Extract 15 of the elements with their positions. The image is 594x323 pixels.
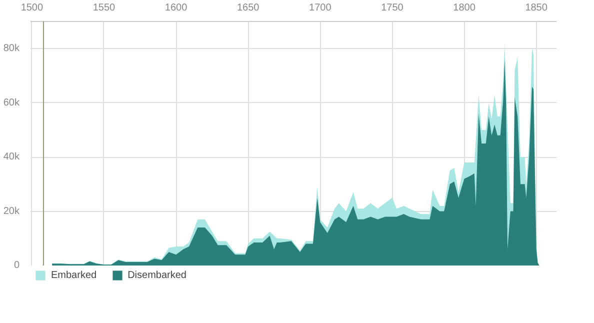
x-tick-label: 1500 <box>20 2 44 14</box>
y-tick-label: 40k <box>3 152 20 163</box>
x-tick-label: 1850 <box>525 2 548 14</box>
x-tick-label: 1800 <box>453 2 476 14</box>
x-tick-label: 1650 <box>236 2 260 14</box>
y-tick-label: 20k <box>3 206 20 217</box>
legend-label: Disembarked <box>128 270 186 280</box>
legend-label: Embarked <box>51 270 97 280</box>
x-tick-label: 1550 <box>92 2 116 14</box>
x-tick-label: 1750 <box>381 2 404 14</box>
y-tick-label: 80k <box>3 43 20 54</box>
x-tick-label: 1700 <box>309 2 332 14</box>
y-tick-label: 0 <box>14 260 20 271</box>
y-tick-label: 60k <box>3 97 20 108</box>
x-tick-label: 1600 <box>164 2 188 14</box>
